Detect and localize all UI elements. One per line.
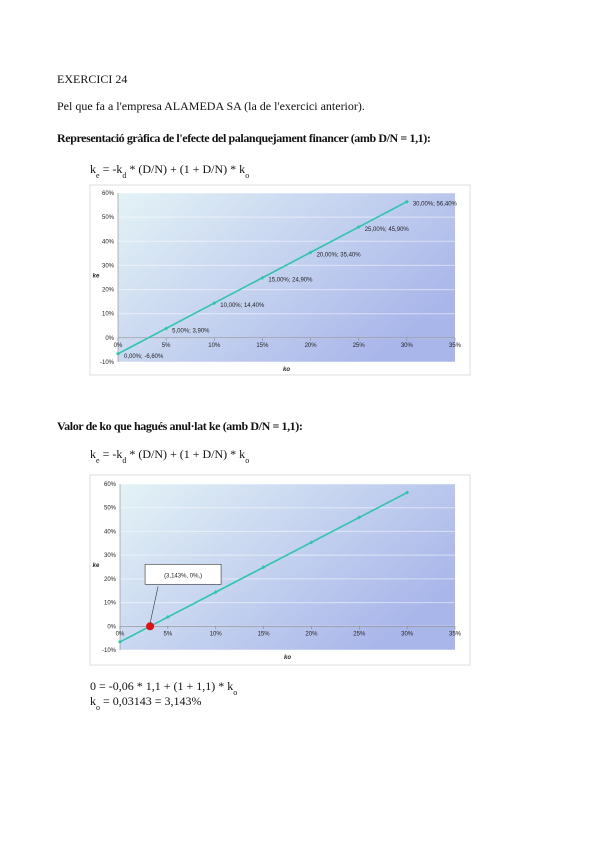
- x-tick-label: 30%: [401, 631, 414, 637]
- formula-part: k: [90, 694, 96, 708]
- y-tick-label: 20%: [102, 288, 115, 294]
- y-tick-label: 50%: [102, 215, 115, 221]
- data-label: 15,00%; 24,90%: [268, 278, 313, 284]
- data-point: [404, 199, 409, 204]
- data-point: [356, 225, 361, 230]
- formula-part: k: [90, 447, 96, 461]
- result: 0 = -0,06 * 1,1 + (1 + 1,1) * ko: [90, 679, 237, 697]
- formula-part: k: [90, 162, 96, 176]
- x-axis-title: ko: [284, 655, 291, 661]
- x-tick-label: 5%: [164, 631, 173, 637]
- x-tick-label: 15%: [256, 343, 269, 349]
- y-axis-title: ke: [93, 563, 100, 569]
- y-tick-label: -10%: [100, 360, 115, 366]
- y-tick-label: 10%: [104, 601, 117, 607]
- data-point: [405, 490, 410, 495]
- data-point: [164, 326, 169, 331]
- formula-part: * (D/N) + (1 + D/N) * k: [126, 162, 245, 176]
- y-tick-label: -10%: [102, 648, 117, 654]
- x-tick-label: 15%: [258, 631, 271, 637]
- intro: Pel que fa a l'empresa ALAMEDA SA (la de…: [57, 99, 365, 113]
- data-point: [118, 639, 122, 644]
- data-point: [116, 351, 120, 356]
- y-tick-label: 30%: [104, 553, 117, 559]
- data-point: [309, 540, 314, 545]
- x-tick-label: 0%: [116, 631, 125, 637]
- y-axis-title: ke: [93, 274, 100, 280]
- data-label: 20,00%; 35,40%: [317, 252, 362, 258]
- exercise-title: EXERCICI 24: [57, 72, 127, 86]
- y-tick-label: 0%: [107, 624, 116, 630]
- x-tick-label: 30%: [401, 343, 414, 349]
- y-tick-label: 0%: [105, 336, 114, 342]
- formula-part: = -k: [100, 162, 123, 176]
- y-tick-label: 20%: [104, 577, 117, 583]
- data-point: [357, 515, 362, 520]
- x-tick-label: 10%: [208, 343, 221, 349]
- data-point: [165, 615, 170, 620]
- x-tick-label: 35%: [449, 343, 462, 349]
- subscript: e: [96, 456, 100, 465]
- formula: ke = -kd * (D/N) + (1 + D/N) * ko: [90, 162, 249, 180]
- x-axis-title: ko: [283, 367, 290, 373]
- formula-part: = -k: [100, 447, 123, 461]
- x-tick-label: 35%: [449, 631, 462, 637]
- formula-part: 0 = -0,06 * 1,1 + (1 + 1,1) * k: [90, 679, 233, 693]
- heading: Valor de ko que hagués anul·lat ke (amb …: [57, 419, 302, 433]
- x-tick-label: 20%: [305, 343, 318, 349]
- x-tick-label: 10%: [210, 631, 223, 637]
- subscript: o: [233, 688, 237, 697]
- heading: Representació gràfica de l'efecte del pa…: [57, 131, 430, 145]
- data-point: [213, 590, 218, 595]
- y-tick-label: 50%: [104, 506, 117, 512]
- subscript: d: [122, 171, 126, 180]
- y-tick-label: 60%: [104, 482, 117, 488]
- data-label: 30,00%; 56,40%: [413, 202, 458, 208]
- x-tick-label: 0%: [114, 343, 123, 349]
- x-tick-label: 25%: [353, 343, 366, 349]
- result: ko = 0,03143 = 3,143%: [90, 694, 202, 712]
- chart: -10% 0% 10% 20% 30% 40% 50% 60% 0% 5% 10% 15% 20% 25%…: [89, 184, 471, 376]
- y-tick-label: 40%: [104, 529, 117, 535]
- subscript: o: [245, 171, 249, 180]
- subscript: d: [122, 456, 126, 465]
- data-point: [212, 301, 217, 306]
- subscript: e: [96, 171, 100, 180]
- data-point: [261, 565, 266, 570]
- subscript: o: [245, 456, 249, 465]
- x-tick-label: 25%: [353, 631, 366, 637]
- data-label: 10,00%; 14,40%: [220, 303, 265, 309]
- x-tick-label: 20%: [305, 631, 318, 637]
- y-tick-label: 30%: [102, 263, 115, 269]
- y-tick-label: 60%: [102, 191, 115, 197]
- callout-label: (3,143%, 0%,): [164, 573, 202, 579]
- data-label: 0,00%; -6,60%: [124, 354, 164, 360]
- x-tick-label: 5%: [162, 343, 171, 349]
- formula: ke = -kd * (D/N) + (1 + D/N) * ko: [90, 447, 249, 465]
- y-tick-label: 40%: [102, 239, 115, 245]
- subscript: o: [96, 703, 100, 712]
- formula-part: * (D/N) + (1 + D/N) * k: [126, 447, 245, 461]
- data-label: 25,00%; 45,90%: [365, 227, 410, 233]
- callout-box: [144, 563, 222, 585]
- data-label: 5,00%; 3,90%: [172, 328, 210, 334]
- highlight-point: [146, 622, 155, 631]
- formula-part: = 0,03143 = 3,143%: [100, 694, 202, 708]
- data-point: [308, 250, 313, 255]
- y-tick-label: 10%: [102, 312, 115, 318]
- data-point: [260, 275, 265, 280]
- plot-area: [118, 193, 455, 362]
- callout-leader: [149, 586, 159, 624]
- chart: -10% 0% 10% 20% 30% 40% 50% 60% 0% 5% 10% 15% 20% 25%…: [89, 474, 471, 666]
